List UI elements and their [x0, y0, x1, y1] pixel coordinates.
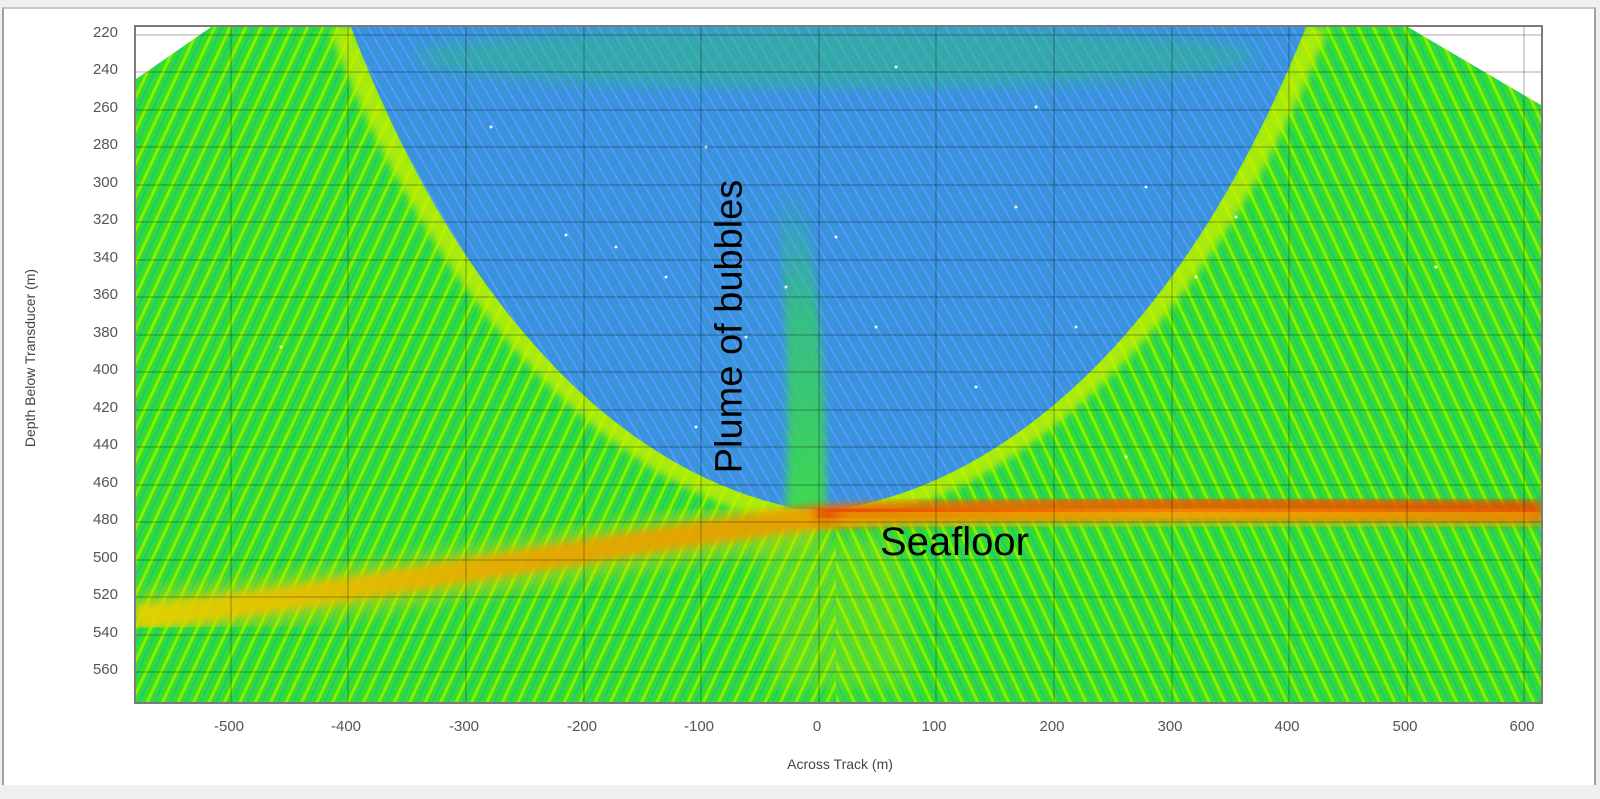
- y-tick: 380: [92, 324, 118, 341]
- y-tick: 500: [92, 549, 118, 566]
- y-tick: 480: [92, 511, 118, 528]
- y-tick: 440: [92, 436, 118, 453]
- plume-annotation: Plume of bubbles: [708, 179, 751, 474]
- y-tick: 560: [92, 661, 118, 678]
- backscatter-heatmap: [136, 27, 1541, 702]
- y-tick: 360: [92, 286, 118, 303]
- x-tick: 300: [1157, 718, 1183, 735]
- y-tick: 400: [92, 361, 118, 378]
- x-tick: -300: [448, 718, 480, 735]
- y-tick: 540: [92, 624, 118, 641]
- x-tick: -500: [213, 718, 245, 735]
- y-tick: 420: [92, 399, 118, 416]
- x-tick: 0: [812, 718, 822, 735]
- x-tick: 600: [1509, 718, 1535, 735]
- x-tick: -400: [330, 718, 362, 735]
- x-tick: 100: [921, 718, 947, 735]
- y-tick: 220: [92, 24, 118, 41]
- x-tick: -200: [566, 718, 598, 735]
- plot-area: [134, 25, 1543, 704]
- y-tick: 460: [92, 474, 118, 491]
- y-tick: 260: [92, 99, 118, 116]
- y-tick: 520: [92, 586, 118, 603]
- y-tick: 280: [92, 136, 118, 153]
- y-tick: 300: [92, 174, 118, 191]
- x-tick: -100: [683, 718, 715, 735]
- y-tick: 340: [92, 249, 118, 266]
- seafloor-annotation: Seafloor: [880, 520, 1029, 564]
- y-axis-label: Depth Below Transducer (m): [22, 268, 38, 448]
- y-tick: 240: [92, 61, 118, 78]
- x-tick: 500: [1392, 718, 1418, 735]
- y-tick: 320: [92, 211, 118, 228]
- x-tick: 200: [1039, 718, 1065, 735]
- x-axis-label: Across Track (m): [787, 756, 893, 772]
- x-tick: 400: [1274, 718, 1300, 735]
